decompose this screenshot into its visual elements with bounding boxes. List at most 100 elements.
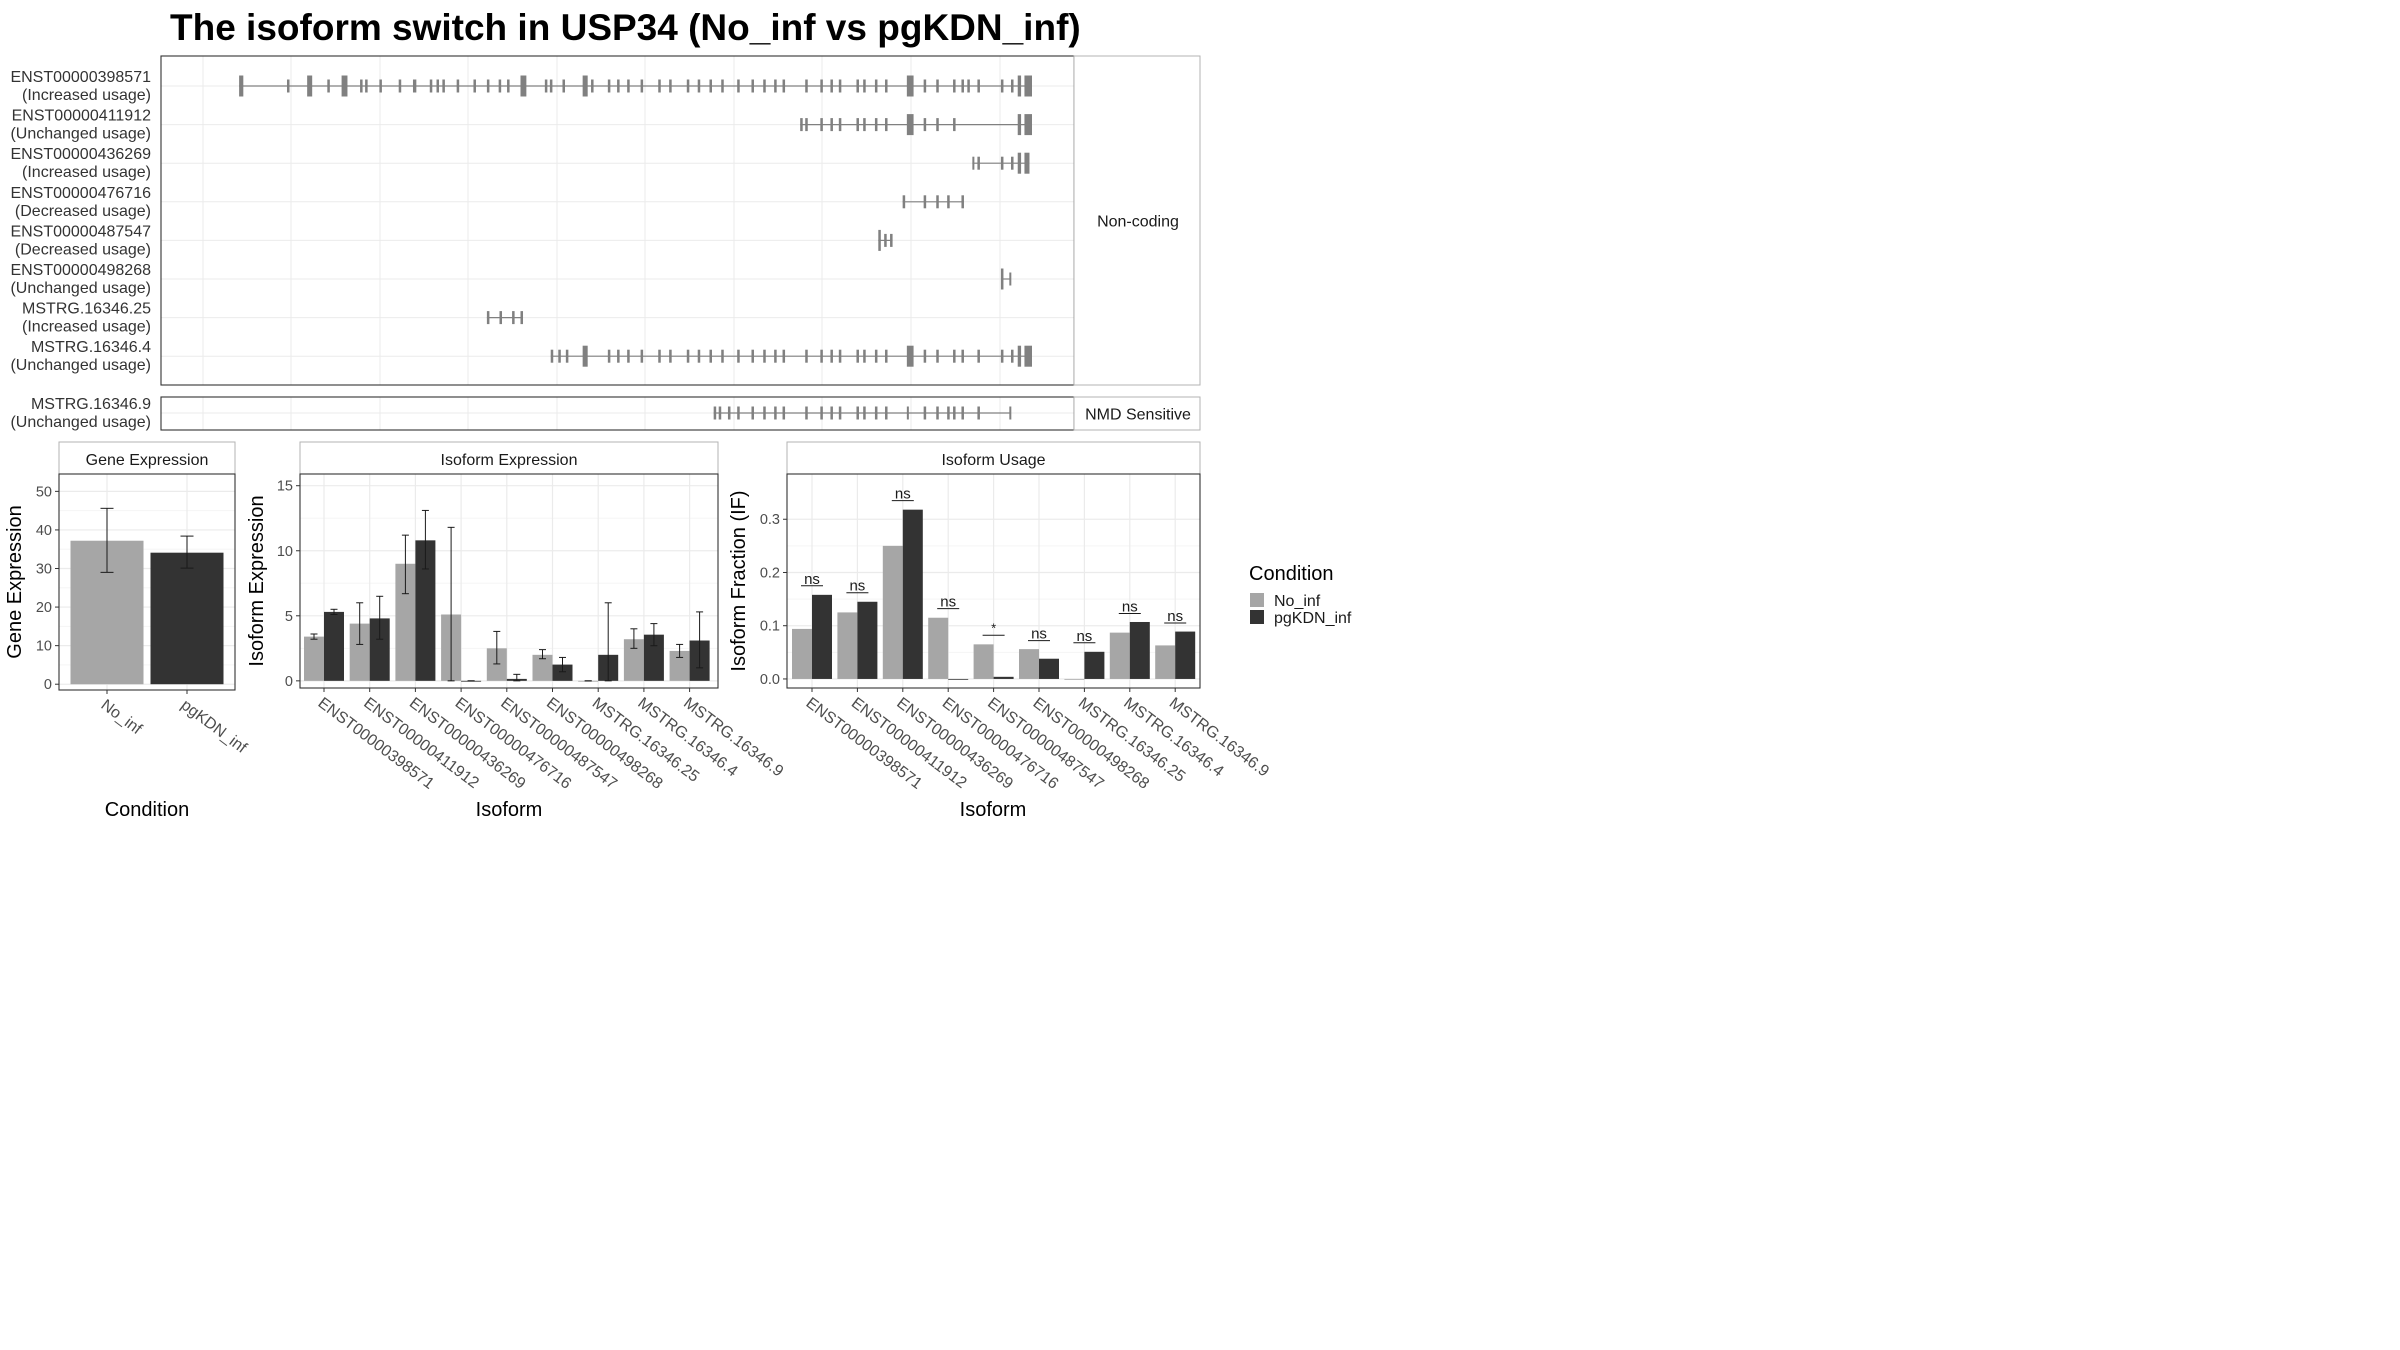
bar-no-inf <box>304 636 324 681</box>
exon-block <box>658 79 661 93</box>
y-axis-title: Gene Expression <box>4 505 26 658</box>
exon-block <box>977 156 980 170</box>
bar-pgkdn-inf <box>902 509 923 679</box>
exon-block <box>718 406 722 420</box>
x-tick-label: No_inf <box>98 697 146 739</box>
transcript-track <box>902 195 964 209</box>
exon-block <box>936 406 939 420</box>
transcript-track <box>550 345 1032 367</box>
exon-block <box>721 349 724 363</box>
transcript-track <box>239 75 1032 97</box>
bar-no-inf <box>928 617 949 679</box>
exon-block <box>1011 79 1014 93</box>
exon-block <box>977 79 980 93</box>
exon-block <box>379 79 382 93</box>
transcript-usage-label: (Unchanged usage) <box>10 126 151 143</box>
exon-block <box>838 349 842 363</box>
exon-block <box>856 79 859 93</box>
exon-block <box>947 406 950 420</box>
exon-block <box>412 79 417 93</box>
significance-label: ns <box>1167 608 1183 625</box>
page-title: The isoform switch in USP34 (No_inf vs p… <box>170 7 1081 48</box>
exon-block <box>863 79 866 93</box>
exon-block <box>1009 272 1012 286</box>
exon-block <box>820 79 823 93</box>
transcript-id-label: MSTRG.16346.9 <box>31 396 151 413</box>
exon-block <box>499 311 503 325</box>
exon-block <box>774 79 777 93</box>
y-tick-label: 0.3 <box>760 512 780 528</box>
plot-panel-border <box>58 473 236 691</box>
exon-block <box>906 345 914 367</box>
facet-strip-label: Isoform Expression <box>441 452 578 469</box>
exon-block <box>737 406 740 420</box>
bar-no-inf <box>837 612 858 679</box>
exon-block <box>607 349 611 363</box>
exon-block <box>307 75 313 97</box>
exon-block <box>737 349 740 363</box>
facet-strip-label: Gene Expression <box>86 452 209 469</box>
transcript-usage-label: (Unchanged usage) <box>10 357 151 374</box>
plot-panel-border <box>299 473 719 689</box>
transcript-usage-label: (Increased usage) <box>22 319 151 336</box>
exon-block <box>782 79 786 93</box>
bar-no-inf <box>395 563 416 681</box>
exon-block <box>360 79 363 93</box>
exon-block <box>721 79 724 93</box>
exon-block <box>902 195 906 209</box>
exon-block <box>805 349 808 363</box>
exon-block <box>838 79 842 93</box>
exon-block <box>520 75 527 97</box>
exon-block <box>709 79 712 93</box>
exon-block <box>863 349 866 363</box>
exon-block <box>239 75 244 97</box>
exon-block <box>977 406 980 420</box>
exon-block <box>961 406 964 420</box>
y-tick-label: 10 <box>36 639 52 655</box>
transcript-panel-nmd-sensitive: NMD Sensitive <box>160 396 1201 431</box>
transcript-track <box>972 152 1030 174</box>
exon-block <box>486 311 490 325</box>
transcript-id-label: MSTRG.16346.25 <box>22 301 151 318</box>
figure-canvas: The isoform switch in USP34 (No_inf vs p… <box>4 7 1352 821</box>
transcript-track <box>800 114 1032 136</box>
exon-block <box>751 406 754 420</box>
exon-block <box>820 406 823 420</box>
bar-pgkdn-inf <box>948 678 969 680</box>
exon-block <box>341 75 348 97</box>
exon-block <box>591 79 594 93</box>
exon-block <box>763 349 766 363</box>
exon-block <box>838 118 842 132</box>
significance-label: ns <box>940 594 956 611</box>
exon-block <box>498 79 502 93</box>
exon-block <box>856 406 859 420</box>
exon-block <box>923 349 927 363</box>
exon-block <box>565 349 569 363</box>
exon-block <box>1009 406 1012 420</box>
transcript-id-label: ENST00000411912 <box>12 108 151 125</box>
bar-no-inf <box>486 648 507 681</box>
y-tick-label: 0.1 <box>760 619 780 635</box>
transcript-id-label: MSTRG.16346.4 <box>31 339 151 356</box>
x-axis-title: Condition <box>105 799 190 821</box>
exon-block <box>830 79 833 93</box>
exon-block <box>977 349 980 363</box>
exon-block <box>863 118 866 132</box>
transcript-usage-label: (Increased usage) <box>22 87 151 104</box>
exon-block <box>805 118 808 132</box>
exon-block <box>286 79 290 93</box>
exon-block <box>953 349 956 363</box>
exon-block <box>961 195 964 209</box>
exon-block <box>953 118 956 132</box>
exon-block <box>774 406 777 420</box>
exon-block <box>856 118 859 132</box>
exon-block <box>751 79 754 93</box>
exon-block <box>906 406 909 420</box>
exon-block <box>751 349 754 363</box>
exon-block <box>953 79 956 93</box>
exon-block <box>640 349 644 363</box>
exon-block <box>805 79 808 93</box>
exon-block <box>473 79 476 93</box>
transcript-id-label: ENST00000436269 <box>10 146 151 163</box>
exon-block <box>1000 268 1004 290</box>
